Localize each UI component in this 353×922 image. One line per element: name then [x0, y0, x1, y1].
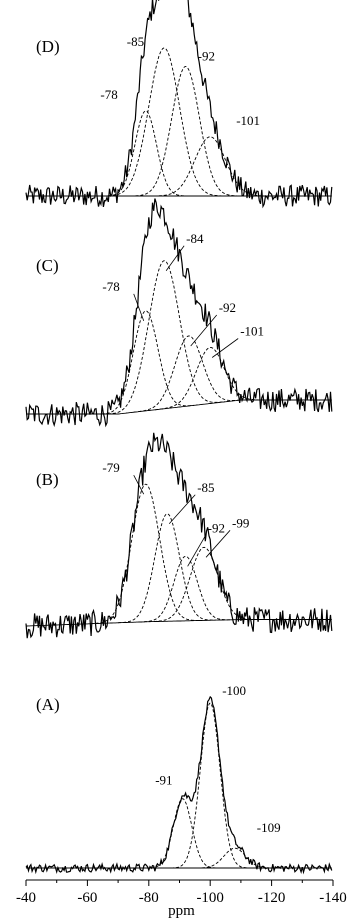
x-axis: -40 -60 -80 -100 -120 -140 ppm	[16, 879, 347, 919]
component-peak-1	[90, 483, 201, 625]
component-peak-3	[130, 66, 241, 197]
x-tick-label: -100	[196, 890, 224, 906]
panel-label-c: (C)	[36, 256, 59, 275]
peak-label: -85	[197, 480, 214, 495]
peak-leader-line	[165, 245, 185, 271]
peak-label: -109	[257, 820, 281, 835]
spectra-panels: (D) -78 -85 -92 -101 (C) -78 -84 -92 -101 (B) -79 -8…	[25, 0, 333, 875]
panel-d: (D) -78 -85 -92 -101	[25, 0, 333, 209]
peak-leader-line	[205, 530, 231, 558]
peak-label: -99	[232, 515, 249, 530]
x-tick-label: -140	[319, 890, 347, 906]
panel-a: (A) -91 -100 -109	[25, 683, 333, 875]
peak-label: -92	[198, 49, 215, 64]
panel-c: (C) -78 -84 -92 -101	[25, 198, 333, 428]
component-peak-3	[139, 555, 232, 623]
x-tick-label: -60	[77, 890, 97, 906]
peak-label: -84	[186, 231, 204, 246]
component-peak-2	[102, 47, 226, 197]
component-peak-2	[170, 702, 250, 869]
spectrum-curve	[25, 198, 333, 428]
component-peak-1	[102, 110, 189, 197]
x-tick-label: -120	[258, 890, 286, 906]
panel-label-b: (B)	[36, 470, 59, 489]
spectrum-curve	[25, 432, 333, 639]
x-axis-title: ppm	[168, 903, 195, 919]
component-peak-2	[118, 513, 216, 624]
peak-label: -85	[127, 34, 144, 49]
peak-label: -78	[102, 279, 119, 294]
x-tick-label: -80	[139, 890, 159, 906]
component-peak-4	[154, 347, 266, 411]
component-peak-4	[148, 546, 260, 623]
peak-label: -101	[236, 113, 260, 128]
spectrum-curve	[25, 0, 333, 209]
peak-label: -92	[219, 300, 236, 315]
peak-label: -91	[155, 773, 172, 788]
component-peak-1	[145, 798, 220, 869]
panel-label-a: (A)	[36, 695, 60, 714]
peak-leader-line	[133, 475, 145, 495]
x-tick-label: -40	[16, 890, 36, 906]
panel-label-d: (D)	[36, 37, 60, 56]
peak-label: -92	[208, 520, 225, 535]
component-peak-4	[148, 136, 272, 197]
component-peak-3	[191, 847, 278, 869]
peak-leader-line	[168, 494, 196, 525]
peak-label: -79	[102, 460, 119, 475]
peak-label: -100	[222, 683, 246, 698]
spectrum-curve	[25, 695, 333, 875]
peak-label: -101	[240, 324, 264, 339]
peak-leader-line	[133, 293, 145, 321]
component-peak-2	[102, 260, 226, 415]
peak-label: -78	[100, 87, 117, 102]
peak-leader-line	[211, 338, 239, 358]
component-peak-3	[133, 335, 244, 413]
panel-b: (B) -79 -85 -92 -99	[25, 432, 333, 639]
peak-leader-line	[190, 314, 218, 347]
component-peak-1	[96, 310, 195, 415]
peak-leader-line	[187, 535, 206, 567]
